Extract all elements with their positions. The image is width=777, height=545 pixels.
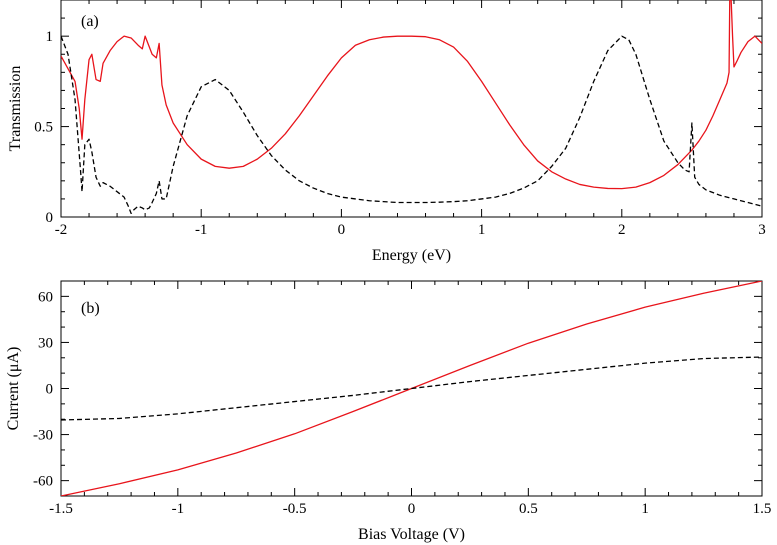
panel-b-tag: (b) bbox=[81, 300, 100, 317]
panel-a-frame bbox=[60, 0, 763, 218]
panel-a-series bbox=[61, 0, 762, 215]
panel-b-current: -1.5 -1 -0.5 0 0.5 1 1.5 -60 -30 0 30 60 (b) Bias V… bbox=[5, 280, 771, 543]
panel-a-transmission: -2 -1 0 1 2 3 0 0.5 1 (a) Energy (eV) Transmissi… bbox=[7, 0, 766, 264]
panel-b-x-tick-label: 1 bbox=[641, 501, 649, 517]
panel-a-y-tick-label: 0 bbox=[46, 210, 54, 226]
panel-a-series-solid-red bbox=[61, 0, 762, 190]
panel-a-x-tick-label: 1 bbox=[478, 222, 486, 238]
panel-b-x-tick-label: 0.5 bbox=[519, 501, 538, 517]
panel-b-x-tick-label: -0.5 bbox=[283, 501, 307, 517]
panel-a-ticks bbox=[60, 0, 763, 218]
panel-b-x-tick-label: -1.5 bbox=[49, 501, 73, 517]
panel-b-x-tick-label: -1 bbox=[172, 501, 185, 517]
panel-a-y-tick-label: 0.5 bbox=[34, 120, 53, 136]
panel-b-y-tick-label: 30 bbox=[38, 335, 53, 351]
panel-b-x-tick-label: 1.5 bbox=[753, 501, 772, 517]
panel-b-y-tick-label: 60 bbox=[38, 289, 53, 305]
panel-b-ylabel: Current (μA) bbox=[5, 347, 22, 431]
panel-a-series-dashed-black bbox=[61, 35, 762, 215]
panel-a-ylabel: Transmission bbox=[7, 66, 24, 152]
panel-b-x-tick-label: 0 bbox=[408, 501, 416, 517]
panel-a-xlabel: Energy (eV) bbox=[372, 247, 451, 264]
panel-b-tick-labels: -1.5 -1 -0.5 0 0.5 1 1.5 -60 -30 0 30 60 bbox=[33, 289, 771, 517]
panel-a-x-tick-label: -1 bbox=[195, 222, 208, 238]
panel-a-x-tick-label: 2 bbox=[618, 222, 626, 238]
panel-a-x-tick-label: 0 bbox=[338, 222, 346, 238]
panel-a-tag: (a) bbox=[81, 13, 99, 30]
panel-b-y-tick-label: -30 bbox=[33, 428, 53, 444]
panel-b-y-tick-label: 0 bbox=[46, 382, 54, 398]
panel-b-series-dashed-black bbox=[61, 356, 762, 421]
panel-a-x-tick-label: -2 bbox=[55, 222, 68, 238]
panel-a-x-tick-label: 3 bbox=[758, 222, 766, 238]
panel-b-xlabel: Bias Voltage (V) bbox=[358, 526, 465, 543]
panel-b-y-tick-label: -60 bbox=[33, 474, 53, 490]
panel-b-ticks bbox=[60, 280, 763, 497]
panel-a-y-tick-label: 1 bbox=[46, 29, 54, 45]
panel-a-tick-labels: -2 -1 0 1 2 3 0 0.5 1 bbox=[34, 29, 766, 238]
panel-b-series bbox=[61, 281, 762, 496]
